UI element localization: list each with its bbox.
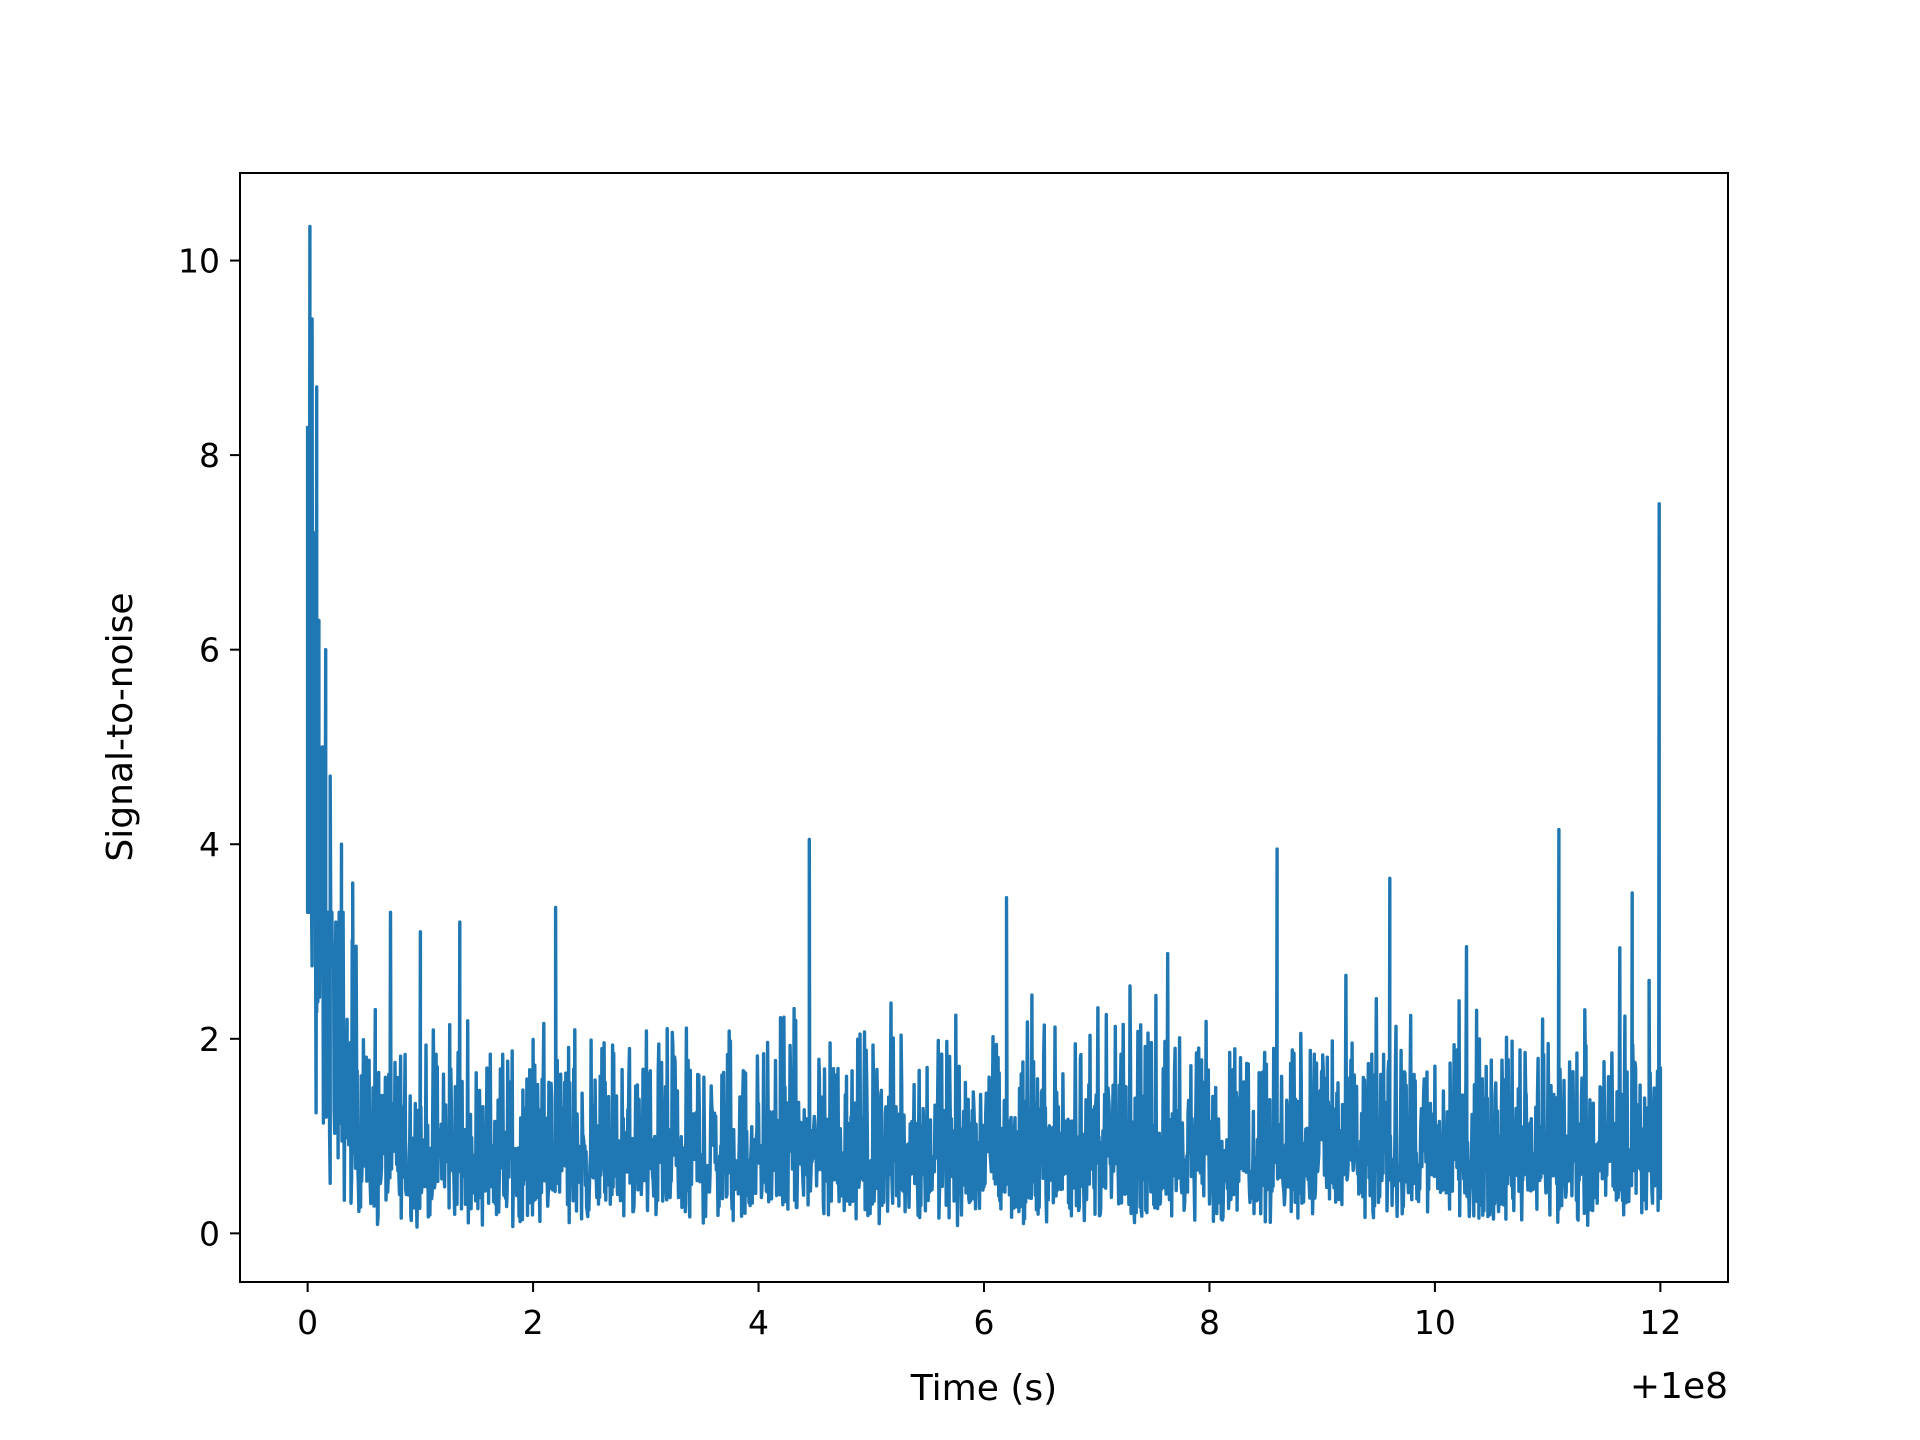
series-layer (305, 224, 1663, 1229)
x-tick-label: 4 (748, 1303, 769, 1342)
x-axis-label: Time (s) (910, 1368, 1057, 1409)
x-tick-label: 10 (1414, 1303, 1456, 1342)
x-tick-label: 6 (974, 1303, 995, 1342)
x-axis: 0 2 4 6 8 10 12 (297, 1282, 1681, 1342)
x-tick-label: 0 (297, 1303, 318, 1342)
y-tick-label: 2 (199, 1020, 220, 1059)
y-tick-label: 6 (199, 631, 220, 670)
y-tick-label: 10 (178, 242, 220, 281)
y-tick-label: 8 (199, 436, 220, 475)
y-tick-label: 0 (199, 1214, 220, 1253)
x-tick-label: 2 (523, 1303, 544, 1342)
y-tick-label: 4 (199, 825, 220, 864)
y-axis: 0 2 4 6 8 10 (178, 242, 240, 1253)
x-tick-label: 12 (1639, 1303, 1681, 1342)
y-axis-label: Signal-to-noise (100, 592, 141, 861)
x-axis-offset-label: +1e8 (1630, 1366, 1728, 1407)
x-tick-label: 8 (1199, 1303, 1220, 1342)
series-line (305, 224, 1663, 1229)
